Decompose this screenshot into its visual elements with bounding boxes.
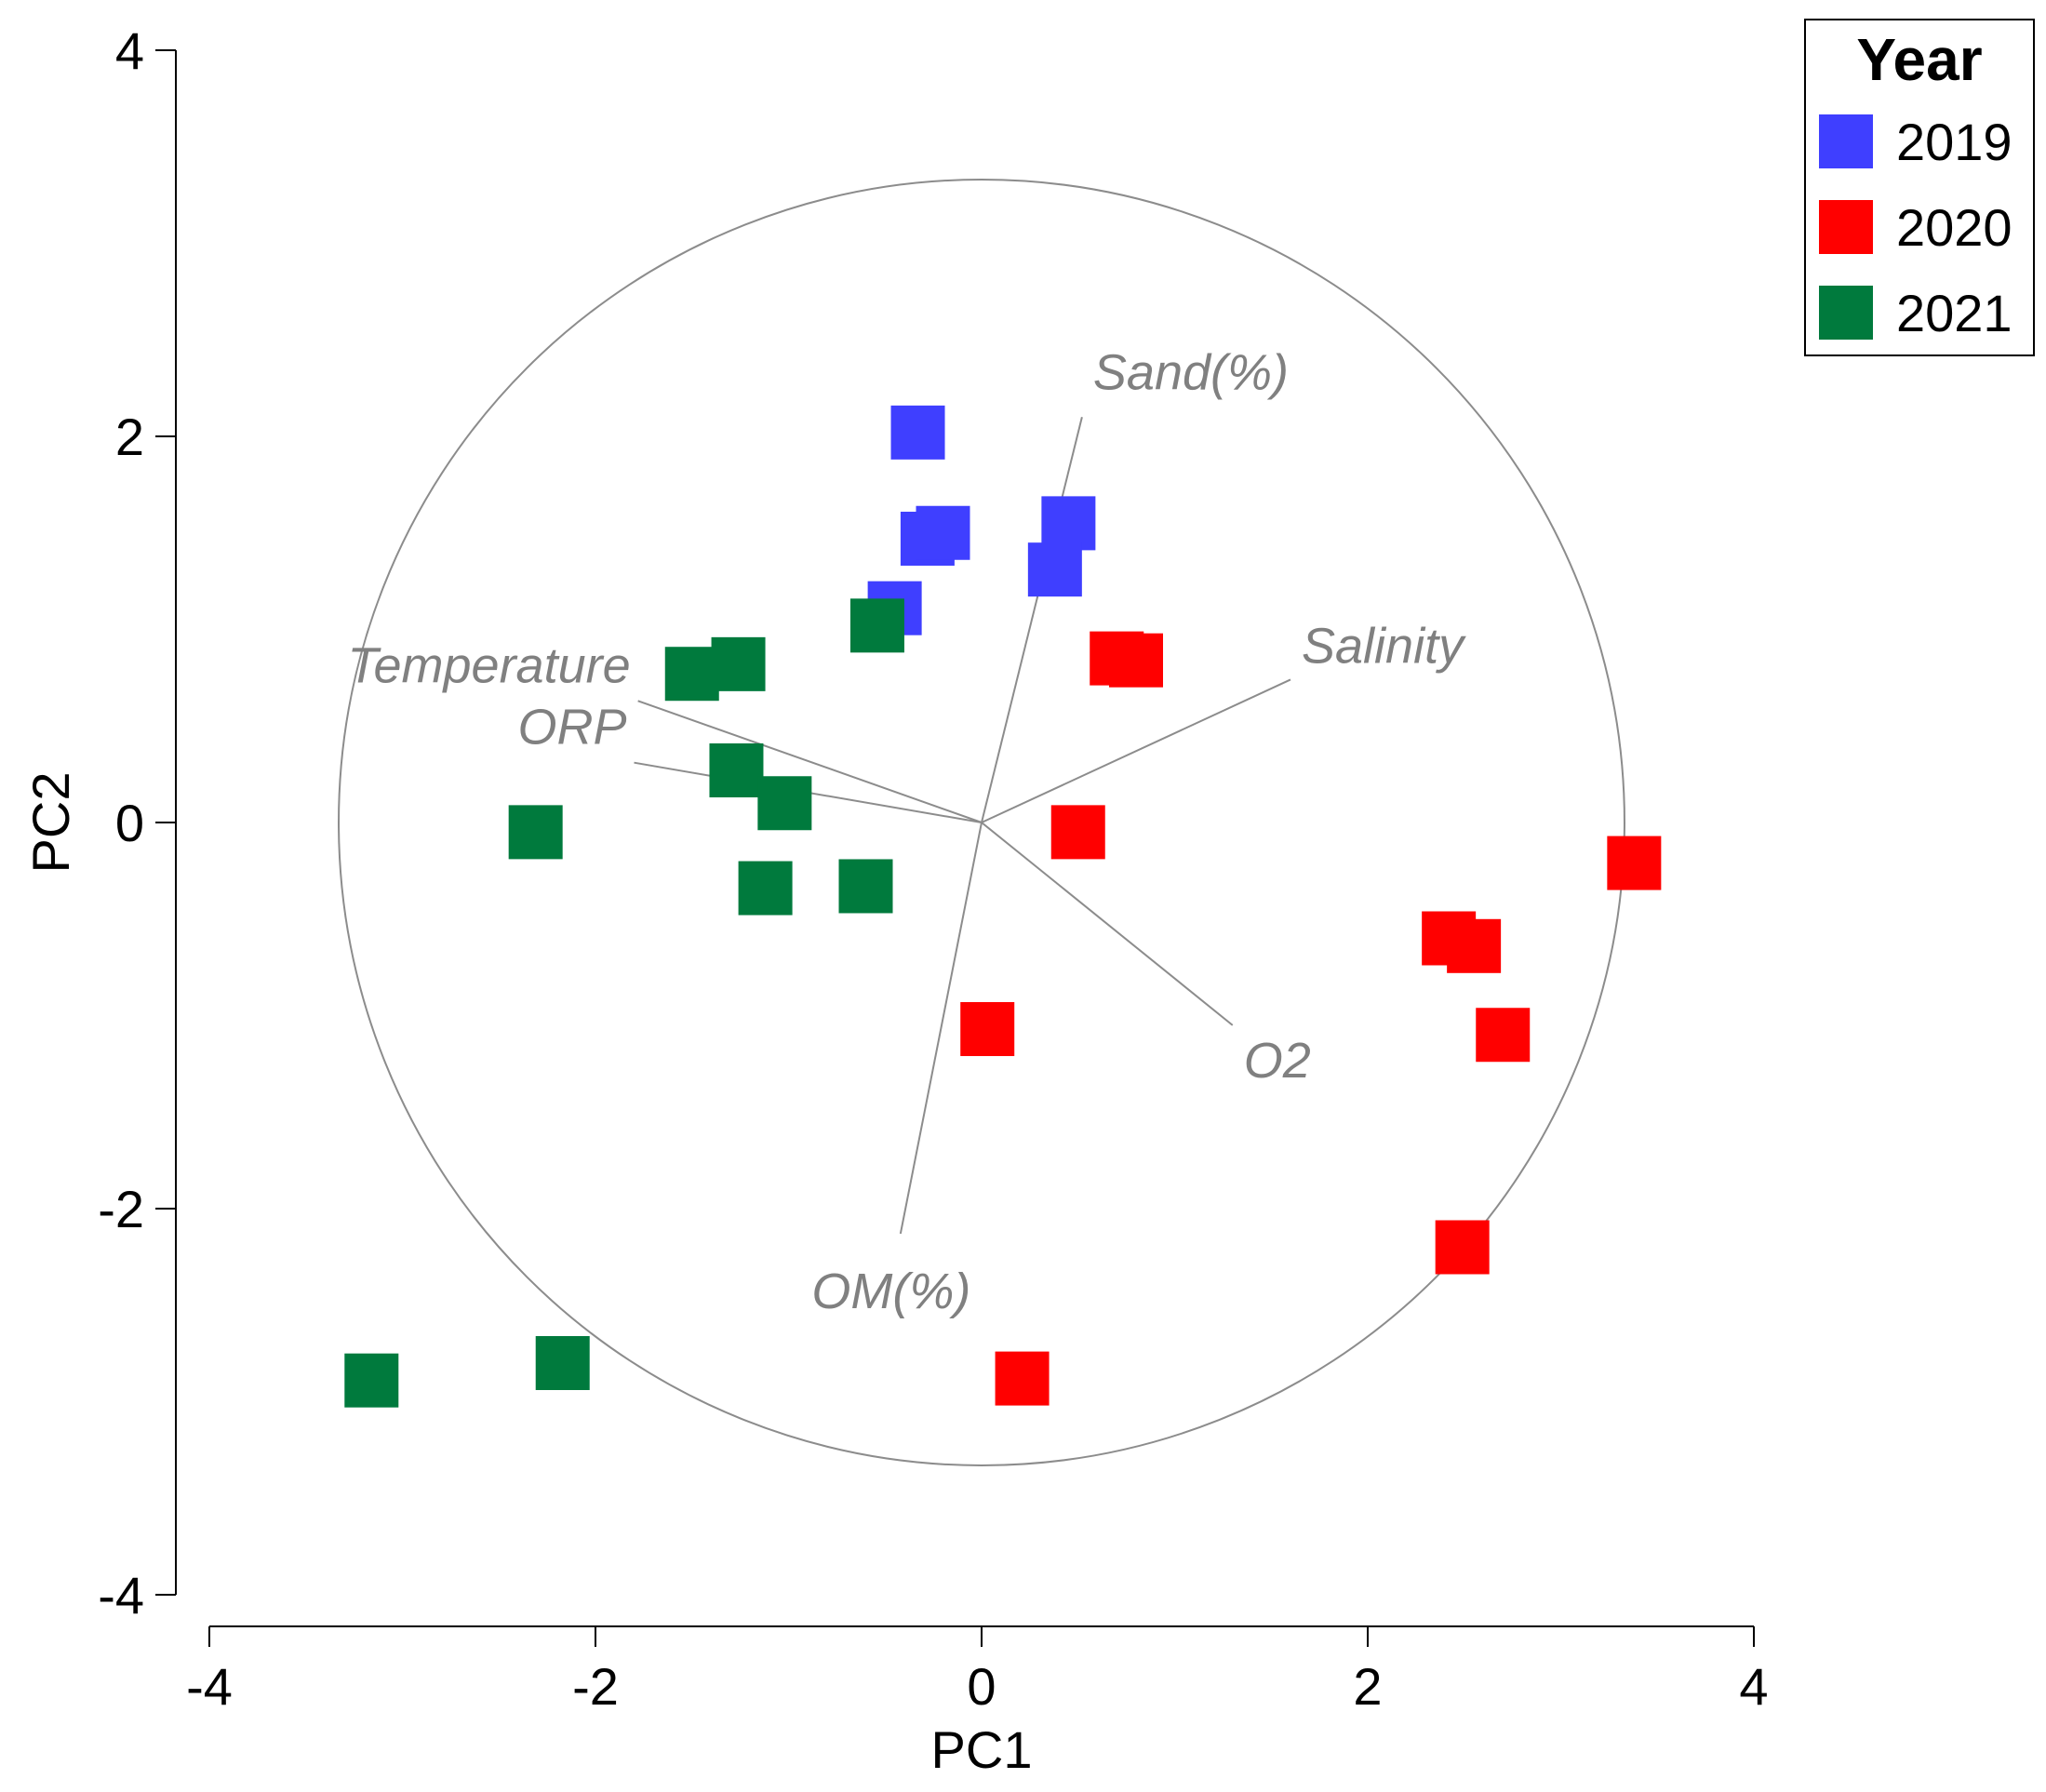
point-2021	[664, 647, 719, 702]
correlation-circle-layer	[338, 179, 1625, 1466]
point-2019	[1041, 496, 1096, 551]
vector-label-om: OM(%)	[811, 1264, 970, 1319]
point-2020	[1607, 836, 1662, 890]
y-tick-label: -4	[98, 1566, 144, 1625]
legend-label-2019: 2019	[1896, 113, 2013, 171]
point-2020	[1109, 633, 1163, 688]
point-2021	[738, 861, 793, 916]
point-2021	[711, 636, 766, 691]
point-2021	[757, 776, 812, 831]
vector-label-sand: Sand(%)	[1093, 344, 1289, 400]
legend-swatch-2019	[1819, 114, 1873, 168]
point-2020	[960, 1002, 1015, 1057]
vector-line-o2	[981, 822, 1234, 1026]
point-2021	[838, 859, 893, 914]
legend: Year 2019 2020 2021	[1804, 19, 2035, 356]
point-2020	[1476, 1008, 1531, 1063]
y-tick-label: -2	[98, 1180, 144, 1238]
x-tick-label: 0	[967, 1657, 996, 1716]
legend-swatch-2021	[1819, 286, 1873, 340]
vector-line-sand	[981, 417, 1083, 823]
legend-swatch-2020	[1819, 200, 1873, 254]
correlation-circle	[338, 179, 1625, 1466]
y-tick-label: 0	[115, 794, 144, 852]
y-tick-label: 4	[115, 21, 144, 80]
vector-label-o2: O2	[1244, 1033, 1311, 1089]
point-2021	[535, 1336, 590, 1390]
legend-title: Year	[1856, 26, 1982, 93]
vector-line-temperature	[637, 700, 983, 823]
point-2019	[890, 405, 945, 460]
legend-label-2021: 2021	[1896, 284, 2013, 342]
point-2020	[1435, 1220, 1490, 1275]
vector-label-orp: ORP	[517, 700, 626, 756]
vector-line-om	[899, 822, 983, 1235]
point-2021	[344, 1353, 399, 1408]
y-axis-title: PC2	[21, 772, 80, 874]
x-tick-label: -4	[186, 1657, 233, 1716]
legend-label-2020: 2020	[1896, 198, 2013, 257]
point-2020	[1050, 805, 1105, 860]
x-tick-label: 4	[1739, 1657, 1768, 1716]
vector-label-temperature: Temperature	[347, 637, 630, 693]
axes: -4 -4 -2 -2 0 0 2 2 4 4 PC1 PC2	[21, 21, 1769, 1779]
y-tick-label: 2	[115, 408, 144, 466]
x-tick-label: 2	[1353, 1657, 1382, 1716]
point-2021	[508, 805, 563, 860]
vector-line-salinity	[981, 678, 1291, 823]
point-2019	[1027, 542, 1082, 597]
point-2019	[916, 505, 970, 560]
variable-vectors: Sand(%) Salinity Temperature ORP O2 OM(%)	[347, 344, 1466, 1319]
data-points	[344, 405, 1662, 1408]
vector-label-salinity: Salinity	[1302, 618, 1466, 674]
point-2021	[709, 742, 764, 797]
point-2021	[849, 598, 904, 653]
x-tick-label: -2	[572, 1657, 619, 1716]
x-axis-title: PC1	[931, 1720, 1033, 1779]
point-2020	[995, 1351, 1050, 1406]
point-2020	[1447, 918, 1502, 973]
